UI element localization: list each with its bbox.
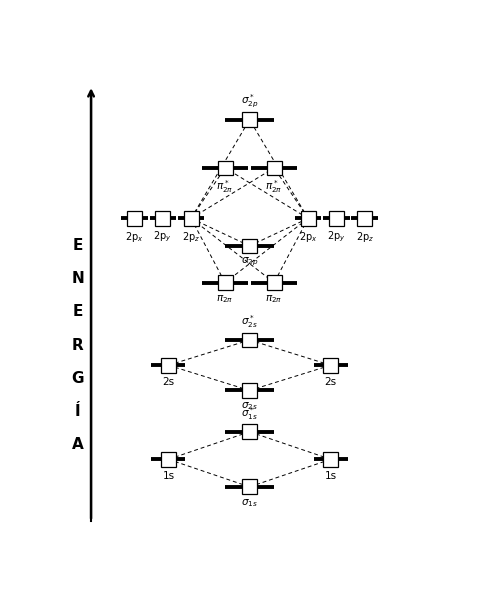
Text: 2s: 2s: [325, 377, 337, 387]
Text: $\sigma_{2s}$: $\sigma_{2s}$: [241, 401, 258, 412]
Text: $\sigma_{2p}$: $\sigma_{2p}$: [241, 256, 258, 268]
Text: $\pi_{2\pi}$: $\pi_{2\pi}$: [216, 293, 234, 305]
Text: $\sigma^*_{1s}$: $\sigma^*_{1s}$: [241, 405, 258, 422]
Text: $\sigma^*_{2p}$: $\sigma^*_{2p}$: [241, 92, 258, 110]
FancyBboxPatch shape: [218, 275, 233, 290]
Text: Í: Í: [75, 403, 81, 418]
Text: 1s: 1s: [162, 471, 174, 481]
FancyBboxPatch shape: [329, 211, 344, 226]
FancyBboxPatch shape: [242, 383, 257, 398]
FancyBboxPatch shape: [218, 160, 233, 175]
Text: G: G: [72, 371, 84, 386]
FancyBboxPatch shape: [357, 211, 372, 226]
Text: 1s: 1s: [325, 471, 337, 481]
FancyBboxPatch shape: [242, 113, 257, 127]
Text: $\pi^*_{2\pi}$: $\pi^*_{2\pi}$: [216, 178, 234, 195]
FancyBboxPatch shape: [242, 238, 257, 253]
FancyBboxPatch shape: [323, 452, 338, 467]
FancyBboxPatch shape: [184, 211, 199, 226]
FancyBboxPatch shape: [155, 211, 170, 226]
FancyBboxPatch shape: [323, 358, 338, 372]
FancyBboxPatch shape: [242, 424, 257, 439]
FancyBboxPatch shape: [266, 160, 281, 175]
Text: 2p$_z$: 2p$_z$: [182, 230, 200, 244]
FancyBboxPatch shape: [266, 275, 281, 290]
Text: 2s: 2s: [162, 377, 174, 387]
FancyBboxPatch shape: [242, 333, 257, 347]
FancyBboxPatch shape: [127, 211, 142, 226]
Text: N: N: [72, 271, 84, 287]
Text: 2p$_z$: 2p$_z$: [356, 230, 374, 244]
FancyBboxPatch shape: [161, 358, 176, 372]
Text: $\sigma_{1s}$: $\sigma_{1s}$: [241, 497, 258, 509]
FancyBboxPatch shape: [242, 480, 257, 494]
Text: A: A: [72, 437, 84, 452]
Text: 2p$_x$: 2p$_x$: [299, 230, 318, 244]
FancyBboxPatch shape: [300, 211, 316, 226]
Text: 2p$_y$: 2p$_y$: [153, 230, 172, 244]
Text: $\sigma^*_{2s}$: $\sigma^*_{2s}$: [241, 313, 258, 330]
Text: R: R: [72, 337, 84, 353]
Text: $\pi^*_{2\pi}$: $\pi^*_{2\pi}$: [265, 178, 283, 195]
Text: 2p$_y$: 2p$_y$: [327, 230, 346, 244]
Text: 2p$_x$: 2p$_x$: [125, 230, 144, 244]
Text: $\pi_{2\pi}$: $\pi_{2\pi}$: [265, 293, 283, 305]
Text: E: E: [73, 238, 83, 253]
FancyBboxPatch shape: [161, 452, 176, 467]
Text: E: E: [73, 305, 83, 319]
